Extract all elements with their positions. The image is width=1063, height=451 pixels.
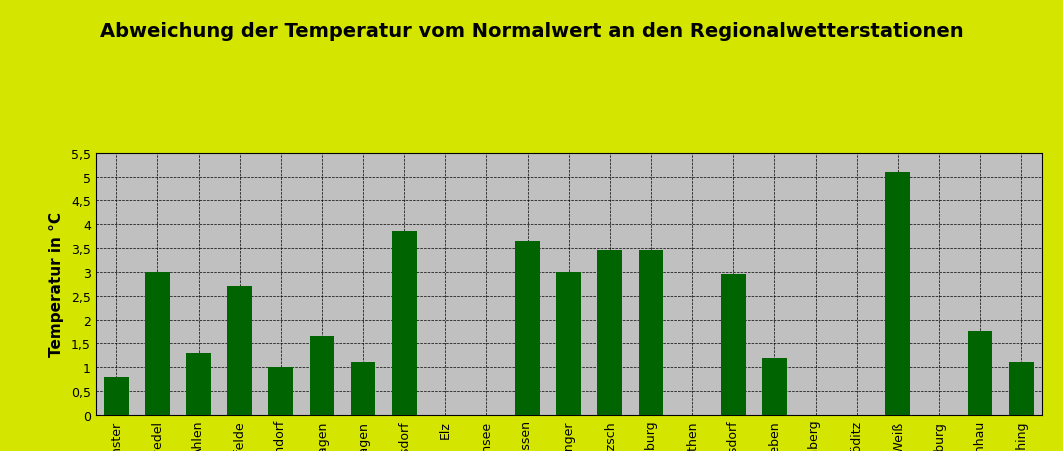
Bar (516, 241, 540, 415)
Bar (556, 272, 581, 415)
Bar (392, 232, 417, 415)
Bar (721, 275, 745, 415)
Y-axis label: Temperatur in °C: Temperatur in °C (49, 212, 64, 356)
Bar (639, 251, 663, 415)
Text: Abweichung der Temperatur vom Normalwert an den Regionalwetterstationen: Abweichung der Temperatur vom Normalwert… (100, 22, 963, 41)
Bar (145, 272, 170, 415)
Bar (351, 363, 375, 415)
Bar (597, 251, 622, 415)
Bar (967, 331, 993, 415)
Bar (309, 336, 334, 415)
Bar (762, 358, 787, 415)
Bar (104, 377, 129, 415)
Bar (186, 353, 210, 415)
Bar (269, 368, 293, 415)
Bar (1009, 363, 1033, 415)
Bar (227, 286, 252, 415)
Bar (885, 172, 910, 415)
